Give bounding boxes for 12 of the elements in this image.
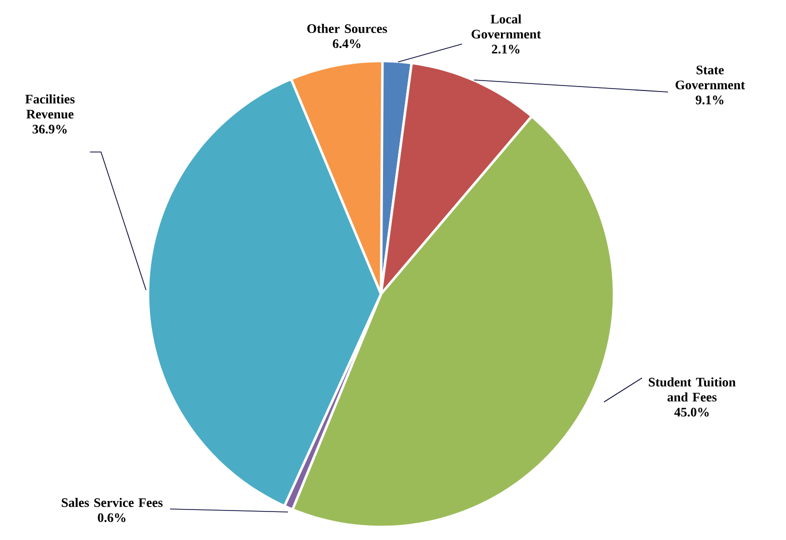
data-label: 36.9%	[32, 124, 67, 134]
slice-label: Other Sources	[307, 24, 388, 34]
slice-label: State Government	[676, 66, 745, 90]
slice-label: Student Tuition and Fees	[648, 377, 736, 402]
data-label: 2.1%	[492, 44, 520, 54]
slice-label: Facilities Revenue	[25, 94, 75, 119]
slice-label: Local Government	[472, 14, 541, 39]
data-label: 9.1%	[696, 96, 724, 104]
data-label: 6.4%	[332, 39, 360, 48]
data-label: 45.0%	[674, 408, 709, 417]
data-label: 0.6%	[98, 513, 126, 522]
slice-label: Sales Service Fees	[62, 498, 163, 508]
